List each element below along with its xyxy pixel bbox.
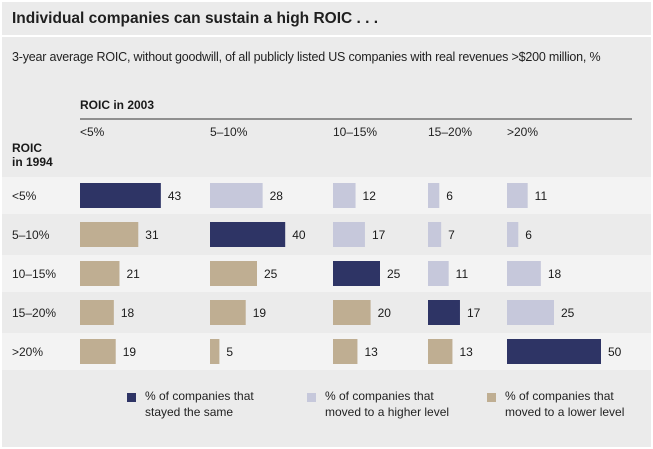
row-label: >20%	[12, 345, 43, 359]
bar	[210, 339, 220, 364]
bar	[333, 300, 371, 325]
bar-value-label: 17	[372, 228, 386, 242]
title-divider	[2, 35, 651, 37]
bar-value-label: 18	[548, 267, 562, 281]
legend-swatch	[307, 393, 316, 402]
title-bar: Individual companies can sustain a high …	[2, 2, 651, 36]
bar-value-label: 18	[121, 306, 135, 320]
bar	[80, 300, 114, 325]
legend-label-line: % of companies that	[505, 389, 614, 403]
bar	[507, 300, 554, 325]
legend-swatch	[127, 393, 136, 402]
bar-value-label: 43	[168, 189, 182, 203]
row-label: 15–20%	[12, 306, 56, 320]
bar-value-label: 21	[126, 267, 140, 281]
bar-value-label: 25	[387, 267, 401, 281]
row-axis-label: in 1994	[12, 155, 53, 169]
bar	[507, 339, 601, 364]
chart-subtitle: 3-year average ROIC, without goodwill, o…	[12, 50, 601, 64]
bar	[428, 261, 449, 286]
bar-value-label: 12	[363, 189, 377, 203]
chart-title: Individual companies can sustain a high …	[12, 10, 379, 27]
bar	[428, 339, 453, 364]
column-header: 10–15%	[333, 125, 377, 139]
row-label: <5%	[12, 189, 37, 203]
bar-value-label: 5	[226, 345, 233, 359]
column-axis-label: ROIC in 2003	[80, 98, 154, 112]
legend-label: % of companies that moved to a higher lev…	[325, 388, 485, 420]
legend-label-line: % of companies that	[145, 389, 254, 403]
legend-swatch	[487, 393, 496, 402]
bar	[333, 183, 356, 208]
legend-label-line: stayed the same	[145, 405, 234, 419]
bar	[333, 261, 380, 286]
bar	[210, 261, 257, 286]
bar	[80, 222, 139, 247]
bar-value-label: 31	[145, 228, 159, 242]
bar	[333, 222, 365, 247]
bar-value-label: 17	[467, 306, 481, 320]
bar-value-label: 6	[446, 189, 453, 203]
bar	[80, 183, 161, 208]
bar-value-label: 25	[264, 267, 278, 281]
legend-label-line: moved to a lower level	[505, 405, 625, 419]
legend-label-line: moved to a higher level	[325, 405, 450, 419]
bar	[507, 183, 528, 208]
bar-value-label: 11	[535, 189, 548, 203]
legend: % of companies that stayed the same% of c…	[2, 388, 651, 428]
column-header: >20%	[507, 125, 538, 139]
column-header: 15–20%	[428, 125, 472, 139]
row-label: 10–15%	[12, 267, 56, 281]
legend-label: % of companies that moved to a lower leve…	[505, 388, 653, 420]
bar-value-label: 19	[253, 306, 267, 320]
bar-value-label: 28	[270, 189, 284, 203]
bar-value-label: 11	[456, 267, 469, 281]
column-header: 5–10%	[210, 125, 248, 139]
legend-label: % of companies that stayed the same	[145, 388, 305, 420]
bar	[80, 339, 116, 364]
bar-value-label: 25	[561, 306, 575, 320]
bar	[210, 183, 263, 208]
bar	[210, 222, 286, 247]
bar-value-label: 13	[364, 345, 378, 359]
column-header: <5%	[80, 125, 105, 139]
bar-value-label: 13	[459, 345, 473, 359]
bar-value-label: 19	[123, 345, 137, 359]
bar	[507, 222, 519, 247]
bar	[428, 222, 442, 247]
bar	[428, 183, 440, 208]
bar	[80, 261, 120, 286]
legend-label-line: % of companies that	[325, 389, 434, 403]
bar	[507, 261, 541, 286]
row-axis-label: ROIC	[12, 141, 42, 155]
bar-value-label: 40	[292, 228, 306, 242]
bar-value-label: 7	[448, 228, 455, 242]
bar	[428, 300, 460, 325]
bar-matrix-chart: ROIC in 2003 <5% 5–10% 10–15% 15–20% >20% ROIC…	[2, 98, 651, 370]
bar	[210, 300, 246, 325]
bar	[333, 339, 358, 364]
bar-value-label: 50	[608, 345, 622, 359]
row-label: 5–10%	[12, 228, 50, 242]
bar-value-label: 20	[378, 306, 392, 320]
bar-value-label: 6	[525, 228, 532, 242]
